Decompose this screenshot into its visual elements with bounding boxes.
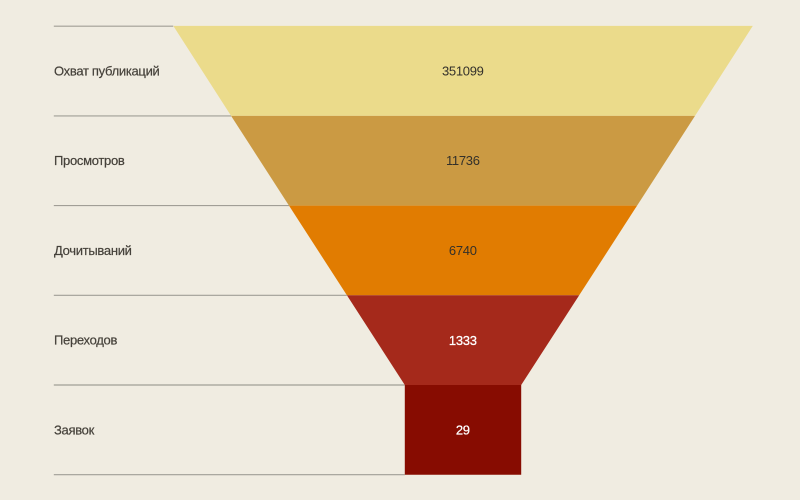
svg-text:Дочитываний: Дочитываний (54, 243, 132, 258)
svg-text:29: 29 (456, 423, 470, 438)
svg-text:11736: 11736 (446, 153, 480, 168)
svg-text:1333: 1333 (449, 333, 477, 348)
svg-text:Охват публикаций: Охват публикаций (54, 64, 160, 79)
svg-text:351099: 351099 (442, 63, 484, 78)
svg-text:Переходов: Переходов (54, 333, 117, 348)
svg-text:Просмотров: Просмотров (54, 153, 125, 168)
svg-text:Заявок: Заявок (54, 422, 95, 437)
svg-text:6740: 6740 (449, 243, 477, 258)
